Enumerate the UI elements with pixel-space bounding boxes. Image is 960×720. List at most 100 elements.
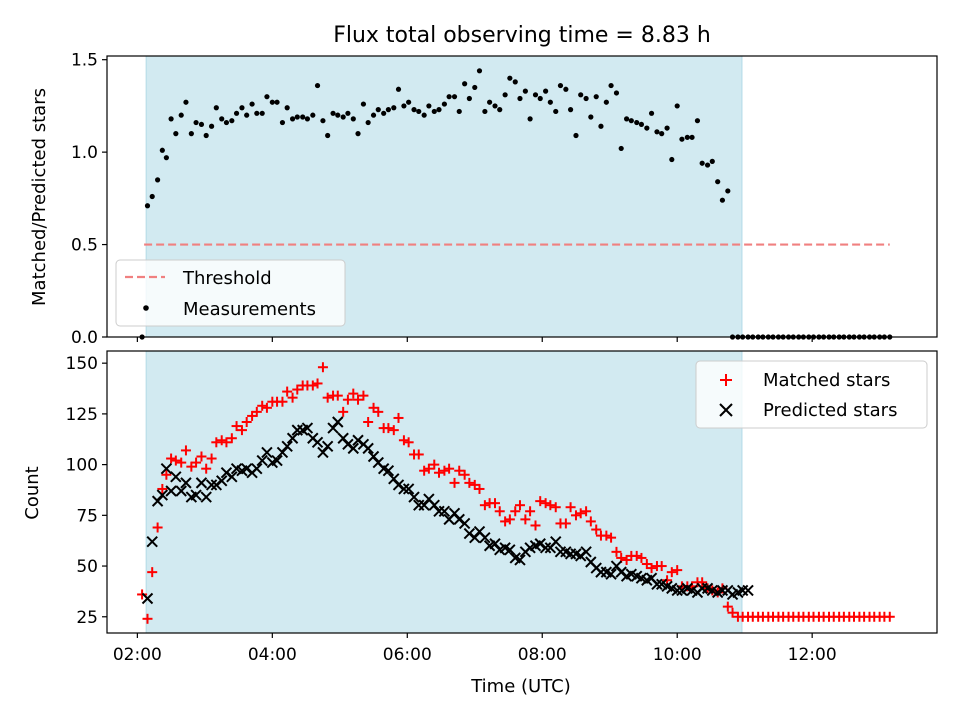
measurements-point — [583, 95, 589, 102]
predicted-stars-point — [205, 479, 218, 491]
measurements-point — [659, 131, 665, 137]
matched-stars-point — [656, 561, 667, 572]
x-tick-label: 04:00 — [248, 645, 297, 665]
matched-stars-point — [570, 510, 581, 521]
measurements-point — [244, 112, 250, 118]
matched-stars-point — [261, 402, 272, 413]
ratio-legend: Threshold Measurements — [115, 259, 346, 327]
matched-stars-point — [161, 469, 172, 480]
measurements-point — [532, 92, 539, 98]
matched-stars-point — [398, 435, 409, 446]
predicted-stars-point — [347, 442, 360, 455]
measurements-point — [365, 119, 371, 126]
matched-stars-point — [393, 412, 404, 423]
matched-stars-point — [510, 506, 521, 517]
matched-stars-point — [884, 611, 895, 622]
measurements-point — [149, 193, 155, 200]
measurements-point — [370, 112, 377, 118]
predicted-stars-point — [651, 578, 663, 591]
ratio-y-axis-label: Matched/Predicted stars — [29, 88, 50, 306]
matched-stars-point — [444, 463, 455, 474]
matched-stars-point — [241, 417, 252, 428]
matched-stars-point — [474, 483, 485, 494]
matched-stars-point — [545, 500, 556, 511]
predicted-stars-point — [156, 489, 169, 501]
measurements-point — [598, 123, 604, 129]
measurements-point — [193, 119, 199, 126]
measurements-point — [219, 116, 225, 122]
matched-stars-point — [413, 449, 424, 460]
matched-stars-point — [201, 463, 212, 474]
ratio-axes: 0.0 0.5 1.0 1.5 — [71, 51, 938, 348]
measurements-point — [381, 110, 387, 116]
matched-stars-point — [388, 425, 399, 436]
measurements-point — [229, 118, 235, 124]
measurements-point — [472, 84, 478, 91]
measurements-point — [644, 125, 650, 131]
measurements-point — [375, 107, 381, 113]
measurements-point — [223, 119, 230, 126]
matched-stars-point — [490, 498, 501, 509]
matched-stars-point — [353, 394, 364, 405]
y-tick-label: 0.0 — [71, 328, 98, 348]
predicted-stars-point — [671, 584, 683, 597]
measurements-point — [456, 108, 462, 115]
matched-stars-point — [332, 390, 343, 401]
predicted-stars-point — [251, 462, 263, 475]
matched-stars-point — [672, 565, 683, 576]
predicted-stars-point — [146, 535, 158, 548]
predicted-stars-point — [479, 531, 491, 544]
measurements-point — [573, 132, 579, 139]
measurements-point — [406, 99, 412, 105]
measurements-legend-swatch — [143, 305, 149, 311]
measurements-point — [310, 112, 316, 118]
measurements-point — [345, 110, 351, 116]
predicted-stars-point — [458, 517, 471, 530]
measurements-point — [476, 68, 483, 74]
matched-stars-point — [646, 563, 657, 574]
predicted-stars-point — [160, 462, 173, 475]
matched-stars-point — [636, 552, 647, 563]
y-tick-label: 125 — [66, 405, 98, 425]
measurements-point — [401, 103, 407, 109]
matched-stars-point — [560, 518, 571, 529]
measurements-point — [314, 82, 321, 89]
measurements-point — [451, 94, 458, 100]
matched-stars-point — [170, 455, 181, 466]
predicted-stars-point — [256, 454, 268, 467]
matched-stars-point — [152, 522, 163, 533]
measurements-point — [669, 156, 675, 163]
measurements-point — [543, 88, 549, 94]
measurements-point — [279, 119, 286, 126]
matched-stars-point — [383, 423, 394, 434]
measurements-point — [502, 92, 508, 98]
measurements-point — [679, 136, 685, 142]
measurements-point — [188, 131, 194, 137]
measurements-point — [289, 116, 296, 122]
measurements-point — [168, 116, 174, 122]
x-tick-label: 08:00 — [518, 645, 567, 665]
measurements-point — [395, 86, 402, 92]
measurements-point — [593, 94, 599, 100]
counts-axes: 25 50 75 100 125 150 02:00 04:00 06:00 08:00 10:00… — [66, 350, 938, 665]
matched-stars-point — [429, 459, 440, 470]
measurements-point — [699, 160, 705, 166]
predicted-stars-point — [311, 436, 324, 449]
measurements-point — [159, 147, 165, 153]
matched-stars-point — [251, 406, 262, 417]
predicted-stars-point — [504, 544, 516, 556]
matched-stars-point — [191, 457, 202, 468]
measurements-point — [421, 112, 427, 118]
predicted-stars-point — [195, 477, 208, 489]
measurements-point — [527, 116, 533, 122]
measurements-point — [684, 134, 690, 140]
ratio-legend-box — [115, 259, 346, 327]
measurements-point — [497, 107, 503, 113]
measurements-point — [213, 105, 219, 111]
matched-stars-point — [257, 400, 268, 411]
predicted-stars-point — [514, 554, 526, 566]
matched-stars-point — [666, 567, 677, 578]
predicted-stars-point — [362, 442, 374, 455]
matched-stars-point — [434, 467, 444, 478]
